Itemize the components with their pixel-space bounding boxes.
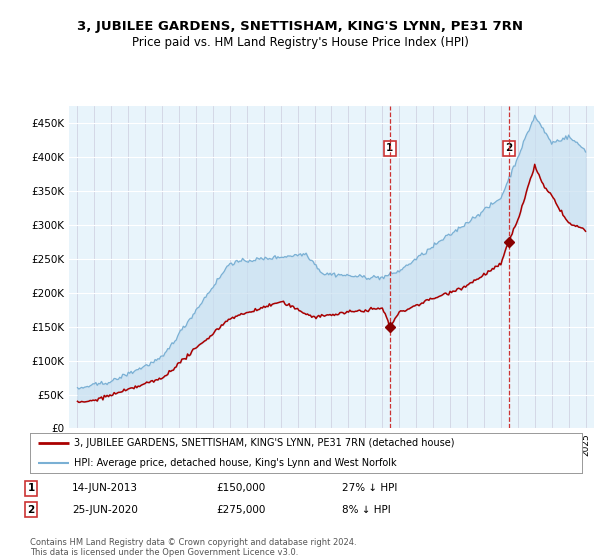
Text: Price paid vs. HM Land Registry's House Price Index (HPI): Price paid vs. HM Land Registry's House … xyxy=(131,36,469,49)
Text: 8% ↓ HPI: 8% ↓ HPI xyxy=(342,505,391,515)
Text: 27% ↓ HPI: 27% ↓ HPI xyxy=(342,483,397,493)
Text: Contains HM Land Registry data © Crown copyright and database right 2024.
This d: Contains HM Land Registry data © Crown c… xyxy=(30,538,356,557)
Text: 1: 1 xyxy=(28,483,35,493)
Text: £150,000: £150,000 xyxy=(216,483,265,493)
Text: 2: 2 xyxy=(28,505,35,515)
Text: 1: 1 xyxy=(386,143,394,153)
Text: HPI: Average price, detached house, King's Lynn and West Norfolk: HPI: Average price, detached house, King… xyxy=(74,458,397,468)
Text: 25-JUN-2020: 25-JUN-2020 xyxy=(72,505,138,515)
Text: £275,000: £275,000 xyxy=(216,505,265,515)
Text: 3, JUBILEE GARDENS, SNETTISHAM, KING'S LYNN, PE31 7RN (detached house): 3, JUBILEE GARDENS, SNETTISHAM, KING'S L… xyxy=(74,438,455,448)
Text: 14-JUN-2013: 14-JUN-2013 xyxy=(72,483,138,493)
Text: 3, JUBILEE GARDENS, SNETTISHAM, KING'S LYNN, PE31 7RN: 3, JUBILEE GARDENS, SNETTISHAM, KING'S L… xyxy=(77,20,523,32)
Text: 2: 2 xyxy=(505,143,512,153)
